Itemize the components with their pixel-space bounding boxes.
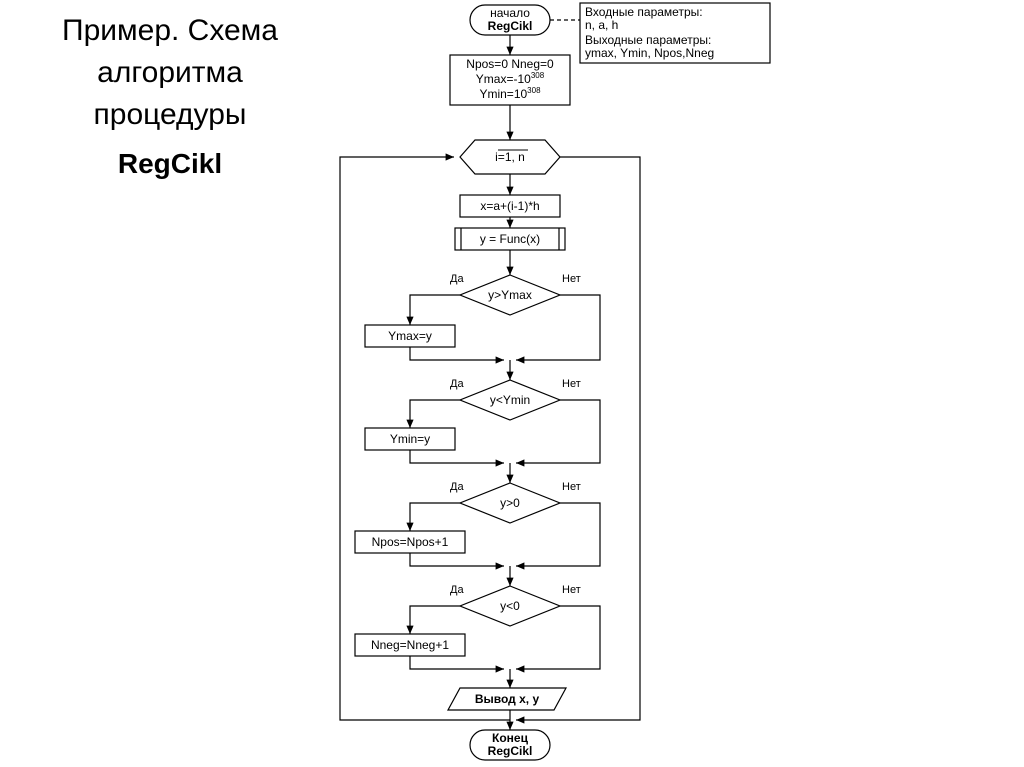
params-in-label: Входные параметры:	[585, 5, 703, 19]
dec4-no: Нет	[562, 584, 581, 596]
dec1-no: Нет	[562, 273, 581, 285]
act4-label: Nneg=Nneg+1	[371, 638, 449, 652]
act1-label: Ymax=y	[388, 329, 432, 343]
dec3-label: y>0	[500, 496, 520, 510]
node-dec3: y>0 Да Нет	[450, 481, 581, 523]
node-start: начало RegCikl	[470, 5, 550, 35]
edge-act1-merge	[410, 347, 504, 360]
dec4-yes: Да	[450, 584, 464, 596]
dec1-label: y>Ymax	[488, 288, 532, 302]
node-init: Npos=0 Nneg=0 Ymax=-10308 Ymin=10308	[450, 55, 570, 105]
node-output: Вывод x, y	[448, 688, 566, 710]
start-label2: RegCikl	[488, 19, 533, 33]
end-label2: RegCikl	[488, 744, 533, 758]
dec4-label: y<0	[500, 599, 520, 613]
node-calcy: y = Func(x)	[455, 228, 565, 250]
start-label1: начало	[490, 6, 530, 20]
loop-label: i=1, n	[495, 150, 525, 164]
output-label: Вывод x, y	[475, 692, 540, 706]
dec2-no: Нет	[562, 378, 581, 390]
edge-dec1-yes	[410, 295, 460, 325]
init-line1: Npos=0 Nneg=0	[466, 57, 554, 71]
params-box: Входные параметры: n, a, h Выходные пара…	[580, 3, 770, 63]
calcx-label: x=a+(i-1)*h	[480, 199, 539, 213]
node-act2: Ymin=y	[365, 428, 455, 450]
node-calcx: x=a+(i-1)*h	[460, 195, 560, 217]
node-dec2: y<Ymin Да Нет	[450, 378, 581, 420]
dec3-no: Нет	[562, 481, 581, 493]
act3-label: Npos=Npos+1	[372, 535, 449, 549]
node-act4: Nneg=Nneg+1	[355, 634, 465, 656]
node-dec1: y>Ymax Да Нет	[450, 273, 581, 315]
dec2-yes: Да	[450, 378, 464, 390]
node-act3: Npos=Npos+1	[355, 531, 465, 553]
edge-dec2-yes	[410, 400, 460, 428]
flowchart: начало RegCikl Входные параметры: n, a, …	[0, 0, 1024, 767]
params-in-values: n, a, h	[585, 18, 618, 32]
act2-label: Ymin=y	[390, 432, 430, 446]
edge-act4-merge	[410, 656, 504, 669]
node-loop: i=1, n	[460, 140, 560, 174]
params-out-values: ymax, Ymin, Npos,Nneg	[585, 46, 714, 60]
edge-act2-merge	[410, 450, 504, 463]
params-out-label: Выходные параметры:	[585, 33, 711, 47]
node-act1: Ymax=y	[365, 325, 455, 347]
edge-dec3-yes	[410, 503, 460, 531]
calcy-label: y = Func(x)	[480, 232, 540, 246]
node-end: Конец RegCikl	[470, 730, 550, 760]
end-label1: Конец	[492, 731, 529, 745]
edge-dec4-yes	[410, 606, 460, 634]
node-dec4: y<0 Да Нет	[450, 584, 581, 626]
dec3-yes: Да	[450, 481, 464, 493]
dec1-yes: Да	[450, 273, 464, 285]
edge-act3-merge	[410, 553, 504, 566]
dec2-label: y<Ymin	[490, 393, 530, 407]
